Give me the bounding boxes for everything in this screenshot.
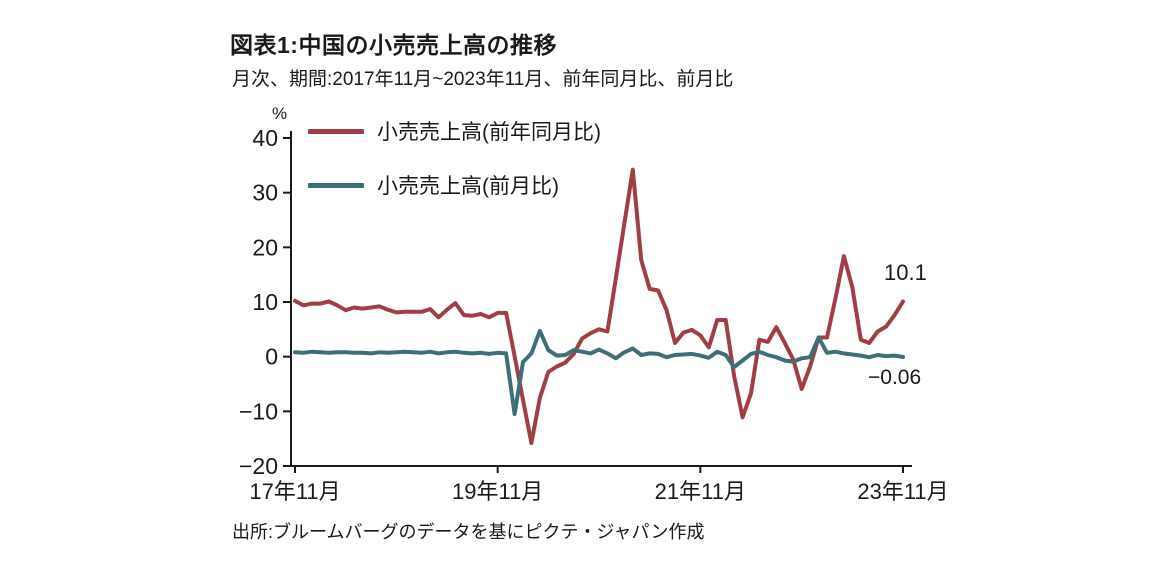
series-line-mom bbox=[293, 329, 905, 417]
legend-item-mom: 小売売上高(前月比) bbox=[308, 171, 601, 199]
series-line-yoy bbox=[293, 167, 905, 445]
legend-label-yoy: 小売売上高(前年同月比) bbox=[377, 121, 601, 144]
y-axis-tick-label: 0 bbox=[265, 344, 278, 370]
legend: 小売売上高(前年同月比) 小売売上高(前月比) bbox=[308, 117, 601, 225]
x-axis-tick-label: 21年11月 bbox=[655, 479, 746, 504]
chart-subtitle: 月次、期間:2017年11月~2023年11月、前年同月比、前月比 bbox=[232, 69, 734, 90]
source-note: 出所:ブルームバーグのデータを基にピクテ・ジャパン作成 bbox=[232, 522, 705, 542]
legend-label-mom: 小売売上高(前月比) bbox=[377, 175, 559, 198]
chart-title: 図表1:中国の小売売上高の推移 bbox=[230, 32, 557, 58]
x-axis-tick-label: 17年11月 bbox=[249, 479, 340, 504]
y-axis-unit-label: % bbox=[272, 104, 288, 123]
y-axis-tick-label: −20 bbox=[239, 453, 278, 479]
legend-line-swatch-mom bbox=[308, 182, 364, 188]
legend-item-yoy: 小売売上高(前年同月比) bbox=[308, 117, 601, 145]
y-axis-tick-label: 30 bbox=[252, 180, 278, 206]
end-value-label-mom: −0.06 bbox=[868, 366, 922, 389]
end-value-label-yoy: 10.1 bbox=[884, 260, 927, 285]
chart-axes bbox=[290, 131, 912, 467]
x-axis-tick-label: 23年11月 bbox=[857, 479, 948, 504]
y-axis-tick-label: 40 bbox=[252, 125, 278, 151]
x-axis-tick-label: 19年11月 bbox=[452, 479, 543, 504]
y-axis-tick-label: 20 bbox=[252, 234, 278, 260]
y-axis-tick-label: 10 bbox=[252, 289, 278, 315]
y-axis-tick-label: −10 bbox=[239, 398, 278, 424]
legend-line-swatch-yoy bbox=[308, 128, 364, 134]
